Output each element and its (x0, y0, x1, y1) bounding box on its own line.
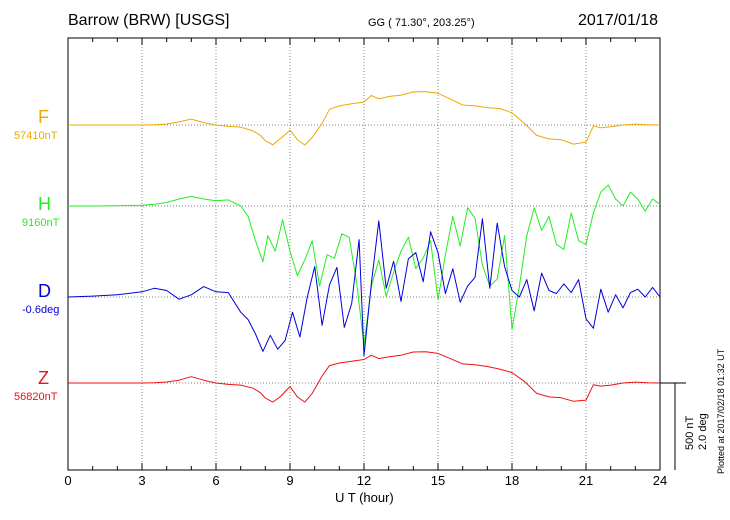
plotted-timestamp: Plotted at 2017/02/18 01:32 UT (716, 348, 726, 474)
series-label-h: H (38, 194, 51, 214)
series-line-f (68, 91, 661, 146)
plot-grid (68, 38, 660, 470)
station-title: Barrow (BRW) [USGS] (68, 12, 230, 29)
series-line-d (67, 218, 661, 357)
series-baseline-z: 56820nT (14, 391, 58, 403)
scale-deg-label: 2.0 deg (697, 413, 709, 450)
x-tick-label: 24 (652, 473, 668, 488)
series-line-z (68, 351, 661, 403)
station-coords: GG ( 71.30°, 203.25°) (368, 17, 475, 29)
x-axis-label: U T (hour) (335, 490, 394, 505)
x-tick-label: 15 (430, 473, 446, 488)
scale-nt-label: 500 nT (684, 415, 696, 450)
series-baseline-d: -0.6deg (22, 304, 60, 316)
x-tick-label: 18 (504, 473, 520, 488)
scale-bar (660, 382, 686, 470)
series-baseline-f: 57410nT (14, 130, 58, 142)
x-tick-label: 0 (64, 473, 72, 488)
series-label-f: F (38, 107, 49, 127)
x-tick-label: 21 (578, 473, 594, 488)
series-line-h (68, 184, 661, 346)
x-tick-label: 12 (356, 473, 372, 488)
chart-date: 2017/01/18 (578, 12, 659, 29)
x-axis-ticks (67, 38, 661, 470)
x-tick-label: 3 (138, 473, 146, 488)
series-label-z: Z (38, 368, 49, 388)
x-tick-label: 9 (286, 473, 294, 488)
x-tick-label: 6 (212, 473, 220, 488)
series-group (67, 91, 661, 403)
series-label-d: D (38, 281, 51, 301)
series-baseline-h: 9160nT (22, 217, 60, 229)
